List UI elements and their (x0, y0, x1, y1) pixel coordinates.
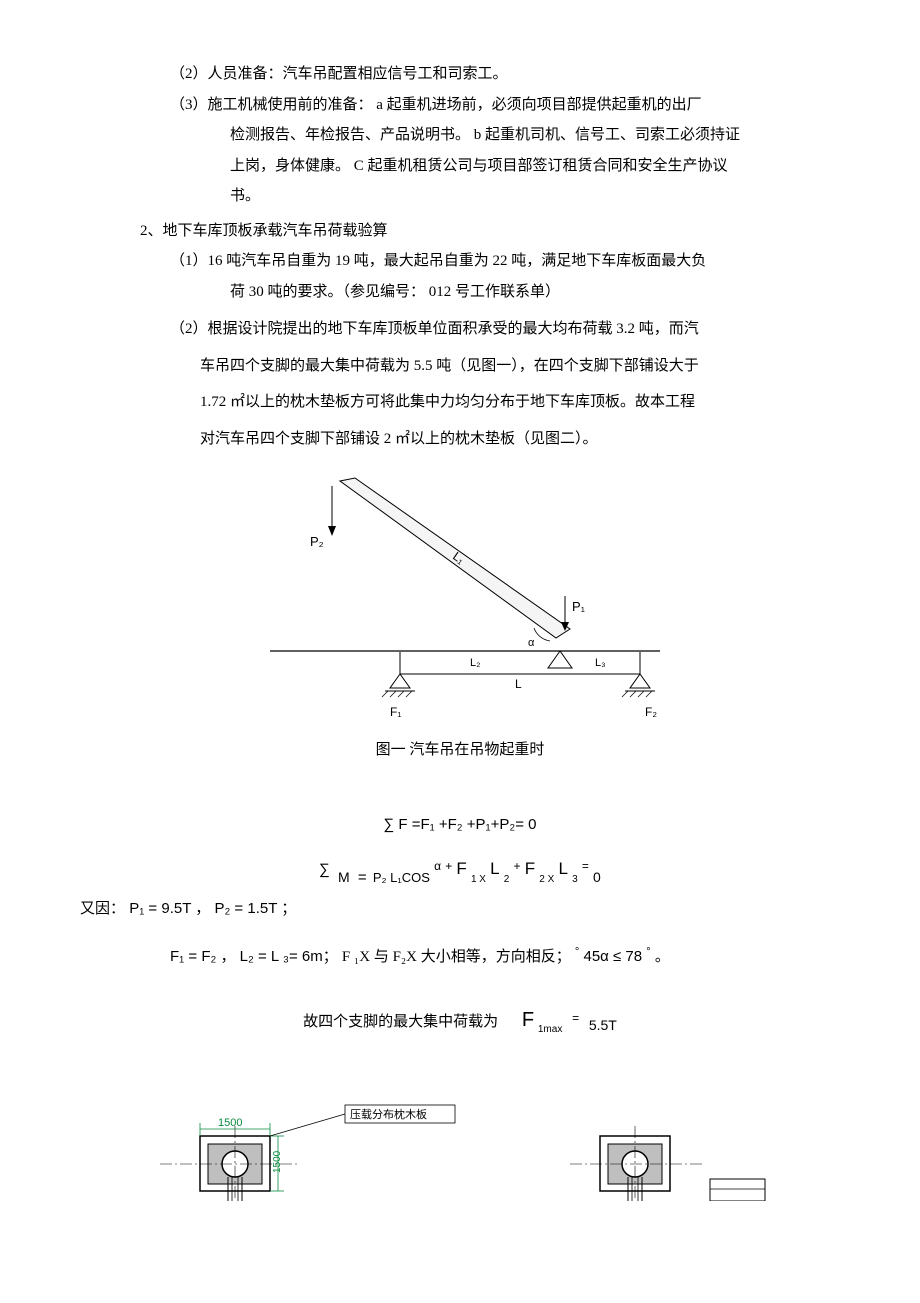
p1-label: P₁ (572, 599, 586, 614)
zero: 0 (593, 869, 601, 885)
f1-label: F₁ (390, 705, 401, 719)
deg1: ° (575, 946, 579, 958)
L3: L (558, 859, 567, 878)
s2: 2 (504, 874, 510, 885)
g2a: F₁ = F₂ ， (170, 948, 235, 965)
result-line: 故四个支脚的最大集中荷载为 F 1max = 5.5T (80, 1001, 840, 1039)
figure-2: 1500 1500 压载分布枕木板 (150, 1101, 770, 1201)
dim-1500-v: 1500 (272, 1151, 283, 1174)
s2x: 2 X (539, 874, 554, 885)
fig2-label: 压载分布枕木板 (350, 1107, 427, 1121)
given-prefix: 又因： (80, 901, 125, 917)
F1: F (456, 859, 466, 878)
result-val: 5.5T (589, 1017, 617, 1033)
result-text: 故四个支脚的最大集中荷载为 (303, 1014, 498, 1030)
item-1-2: （2）人员准备：汽车吊配置相应信号工和司索工。 (80, 60, 840, 89)
p2-label: P₂ (310, 534, 324, 549)
g2d: 45α ≤ 78 (583, 948, 642, 965)
given-line1: 又因： P₁ = 9.5T ， P₂ = 1.5T ； (80, 895, 840, 924)
alpha: α (434, 859, 441, 873)
sigma: ∑ (319, 861, 330, 878)
result-F: F (522, 1009, 534, 1031)
item-2-2c: 1.72 ㎡以上的枕木垫板方可将此集中力均匀分布于地下车库顶板。故本工程 (80, 385, 840, 420)
l2-label: L₂ (470, 657, 480, 669)
s1x: 1 X (471, 874, 486, 885)
F2: F (525, 859, 535, 878)
item-1-3: （3）施工机械使用前的准备： a 起重机进场前，必须向项目部提供起重机的出厂 (80, 91, 840, 120)
item-2-2b: 车吊四个支脚的最大集中荷载为 5.5 吨（见图一），在四个支脚下部铺设大于 (80, 349, 840, 384)
p2: + (514, 859, 521, 873)
item-1-3-cont3: 书。 (80, 182, 840, 211)
dim-1500-h: 1500 (218, 1117, 242, 1129)
given-p2: P₂ = 1.5T ； (214, 900, 296, 917)
formula-2: ∑ M = P₂ L₁COS α + F 1 X L 2 + F 2 X L 3… (80, 853, 840, 885)
figure-1-caption: 图一 汽车吊在吊物起重时 (80, 736, 840, 765)
item-2-1: （1）16 吨汽车吊自重为 19 吨，最大起吊自重为 22 吨，满足地下车库板面… (80, 247, 840, 276)
item-2-2d: 对汽车吊四个支脚下部铺设 2 ㎡以上的枕木垫板（见图二）。 (80, 422, 840, 457)
s3: 3 (572, 874, 578, 885)
p2l1cos: P₂ L₁COS (373, 870, 430, 885)
item-1-3-lead: （3）施工机械使用前的准备： (170, 97, 373, 113)
given-p1: P₁ = 9.5T ， (129, 900, 210, 917)
g2c: F ₁X 与 F₂X 大小相等，方向相反； (342, 949, 571, 965)
item-2-2a: （2）根据设计院提出的地下车库顶板单位面积承受的最大均布荷载 3.2 吨，而汽 (80, 312, 840, 347)
p1: + (445, 859, 452, 873)
eq: = (358, 869, 367, 886)
deg2: ° (646, 946, 650, 958)
result-eq: = (572, 1011, 579, 1025)
l3-label: L₃ (595, 657, 606, 669)
f2-label: F₂ (645, 705, 657, 719)
given-line2: F₁ = F₂ ， L₂ = L ₃= 6m； F ₁X 与 F₂X 大小相等，… (80, 942, 840, 972)
figure-1: α L₁ P₂ P₁ L₂ L₃ L F₁ F₂ (250, 466, 670, 726)
m: M (338, 869, 350, 885)
L2: L (490, 859, 499, 878)
g2b: L₂ = L ₃= 6m； (240, 948, 338, 965)
l-label: L (515, 677, 522, 691)
eq2: = (582, 859, 589, 873)
item-1-3-cont1: 检测报告、年检报告、产品说明书。 b 起重机司机、信号工、司索工必须持证 (80, 121, 840, 150)
item-1-3-cont2: 上岗，身体健康。 C 起重机租赁公司与项目部签订租赁合同和安全生产协议 (80, 152, 840, 181)
formula-1: ∑ F =F₁ +F₂ +P₁+P₂= 0 (80, 811, 840, 840)
item-2-1-cont: 荷 30 吨的要求。（参见编号： 012 号工作联系单） (80, 278, 840, 307)
alpha-label: α (528, 637, 535, 649)
item-1-3-a: a 起重机进场前，必须向项目部提供起重机的出厂 (376, 97, 701, 113)
heading-2: 2、地下车库顶板承载汽车吊荷载验算 (80, 217, 840, 246)
result-sub: 1max (538, 1024, 562, 1035)
